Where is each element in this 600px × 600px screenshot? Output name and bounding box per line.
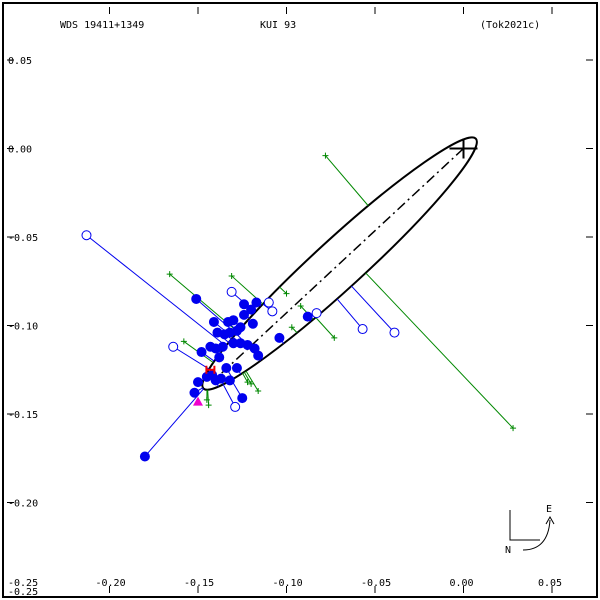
interf-point-6 [180,338,187,345]
interf-point-1 [228,272,235,279]
x-tick-label-1: -0.15 [184,578,214,589]
open-point-6 [230,401,241,412]
orbit-ellipse [201,136,478,391]
interf-point-5 [510,425,517,432]
compass-arrowhead-icon [545,515,555,525]
open-residual-7 [336,298,363,330]
open-point-5 [311,308,322,319]
x-tick-label-2: -0.10 [273,578,303,589]
filled-point-25 [217,341,228,352]
y-tick-label-1: 0.00 [8,145,32,156]
interf-point-7 [203,396,210,403]
orbit-ellipse-path [201,136,478,391]
filled-point-33 [221,362,232,373]
header-wds: WDS 19411+1349 [60,20,144,31]
open-residual-1 [172,346,210,370]
x-tick-label-5: 0.05 [538,578,562,589]
red-point [205,365,216,374]
filled-point-36 [235,338,246,349]
compass-axes [509,510,540,541]
header-reference: (Tok2021c) [480,20,540,31]
filled-point-10 [208,316,219,327]
filled-residual-0 [144,388,205,457]
open-point-4 [267,306,278,317]
interf-point-4 [331,334,338,341]
interf-point-8 [205,402,212,409]
open-point-2 [226,286,237,297]
interf-residual-13 [242,372,248,383]
filled-point-29 [231,362,242,373]
filled-point-26 [214,352,225,363]
y-tick-label-5: -0.20 [8,499,38,510]
open-residual-0 [86,234,227,347]
interf-residual-3 [279,286,287,295]
x-tick-label-0: -0.20 [96,578,126,589]
interf-point-2 [322,152,329,159]
magenta-triangle-point [193,396,203,406]
header-name: KUI 93 [260,20,296,31]
open-residual-8 [351,285,395,333]
interf-point-13 [244,379,251,386]
filled-point-18 [239,309,250,320]
compass-east-label: E [546,504,552,515]
filled-point-27 [216,373,227,384]
filled-point-14 [228,315,239,326]
filled-point-7 [196,347,207,358]
filled-point-1 [191,293,202,304]
x-tick-label-3: -0.05 [361,578,391,589]
x-tick-label-4: 0.00 [450,578,474,589]
interf-point-11 [288,324,295,331]
filled-point-24 [253,350,264,361]
filled-point-19 [246,304,257,315]
y-tick-label-0: 0.05 [8,56,32,67]
filled-point-28 [224,375,235,386]
interf-point-3 [283,290,290,297]
open-point-7 [357,324,368,335]
filled-point-3 [193,377,203,388]
y-tick-label-3: -0.10 [8,322,38,333]
compass-north-label: N [505,545,511,556]
open-point-8 [389,327,400,338]
interf-point-9 [248,380,255,387]
filled-point-35 [247,318,258,329]
open-point-0 [81,230,92,241]
y-tick-label-min: -0.25 [8,587,38,598]
filled-point-2 [189,387,200,398]
interf-point-12 [297,303,304,310]
filled-point-30 [237,393,248,404]
filled-point-20 [251,297,262,308]
interf-residual-4 [315,317,335,339]
interf-residual-2 [325,155,369,207]
open-point-3 [263,297,274,308]
observation-points [81,152,517,462]
filled-point-0 [139,451,150,462]
filled-point-21 [239,299,250,310]
y-tick-label-4: -0.15 [8,410,38,421]
interf-residual-11 [291,326,298,334]
filled-point-31 [274,332,285,343]
interf-point-0 [166,271,173,278]
x-tick-label-min: -0.25 [8,578,38,589]
compass: E N [505,504,555,556]
compass-arrow-arc [522,519,551,551]
interf-residual-5 [365,272,514,429]
interf-residual-10 [245,370,259,392]
interf-point-10 [255,387,262,394]
filled-point-32 [302,311,313,322]
filled-point-17 [235,322,246,333]
open-point-1 [168,341,179,352]
axis-ticks: -0.20 -0.15 -0.10 -0.05 0.00 0.05 0.05 0.00 -0.0… [7,7,593,598]
line-of-nodes [215,147,465,380]
y-tick-label-2: -0.05 [8,233,38,244]
